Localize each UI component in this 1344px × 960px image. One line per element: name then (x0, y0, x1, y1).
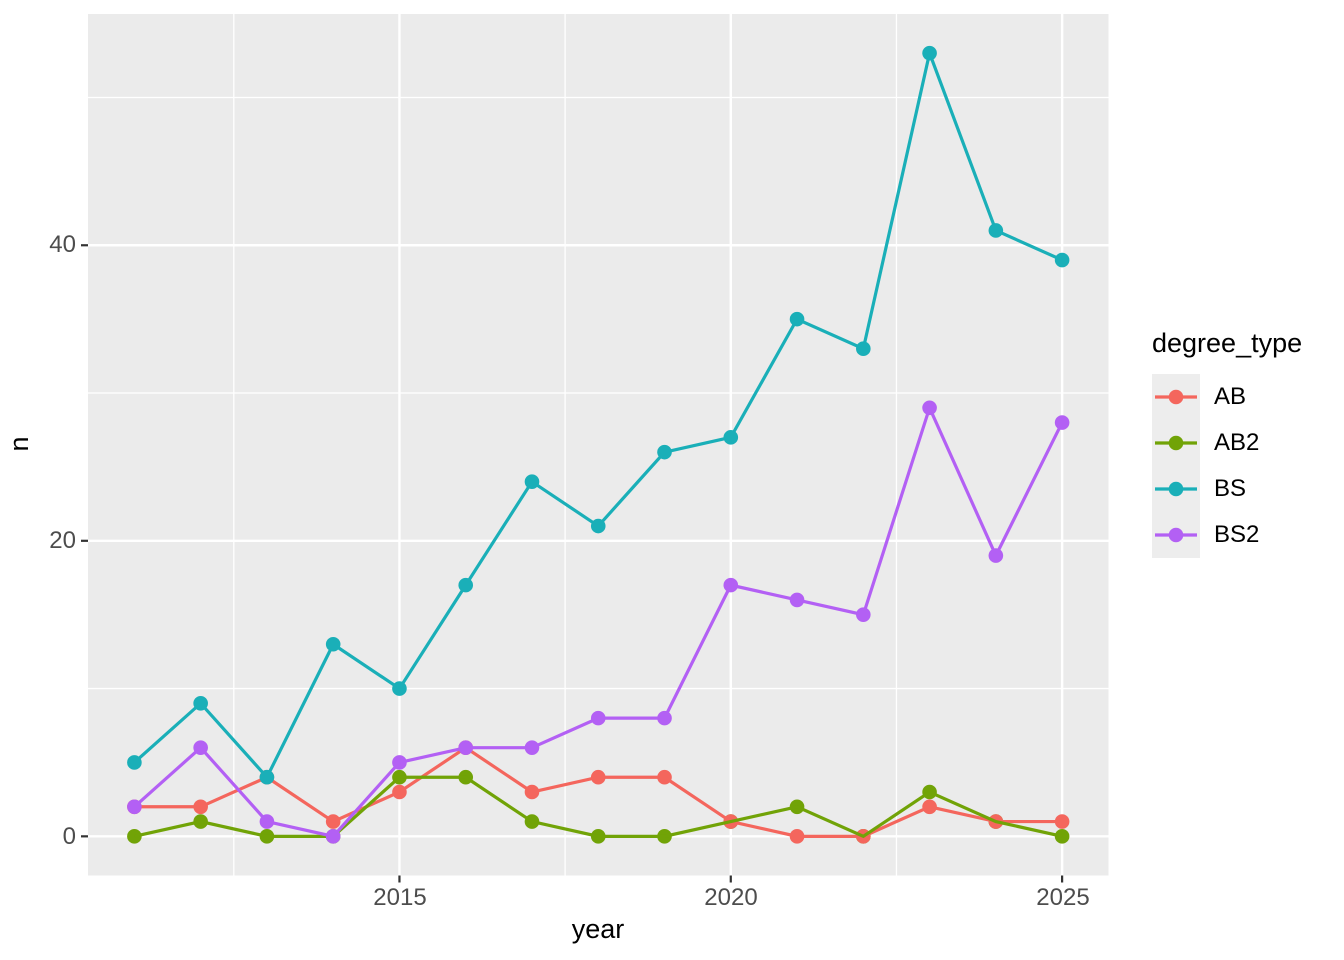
series-line-ab2 (134, 775, 1063, 839)
data-point-bs (988, 223, 1004, 238)
legend-item-ab2: AB2 (1152, 420, 1302, 466)
data-point-bs2 (922, 400, 937, 416)
data-point-bs2 (1054, 415, 1070, 430)
data-point-bs2 (127, 799, 142, 815)
legend-item-bs2: BS2 (1152, 512, 1302, 558)
legend-label-bs: BS (1214, 475, 1247, 502)
legend-key-bs2-icon (1152, 512, 1200, 558)
data-point-bs2 (392, 755, 407, 770)
data-point-bs (789, 311, 805, 327)
data-point-bs (193, 696, 208, 711)
data-point-ab (524, 784, 540, 800)
legend-key-dot (1168, 481, 1184, 497)
data-point-bs (524, 474, 540, 489)
legend-key-dot (1168, 527, 1184, 543)
data-point-ab (590, 769, 606, 785)
data-point-bs2 (590, 710, 606, 726)
data-point-bs (259, 769, 275, 785)
data-point-ab (1054, 814, 1070, 829)
data-point-bs2 (789, 592, 805, 608)
legend-item-bs: BS (1152, 466, 1302, 512)
data-point-ab (392, 784, 407, 800)
legend-label-bs2: BS2 (1214, 521, 1260, 548)
y-tick-label-0: 0 (62, 823, 76, 850)
panel-background (88, 14, 1109, 876)
legend-key-dot (1168, 435, 1184, 451)
data-point-bs (590, 518, 606, 534)
legend: degree_type AB AB2 BS BS2 (1152, 330, 1302, 558)
x-axis-title: year (571, 914, 625, 944)
data-point-bs (856, 341, 871, 356)
data-point-bs2 (259, 814, 275, 829)
data-point-bs (657, 444, 672, 460)
data-point-bs2 (723, 577, 739, 593)
data-point-bs (325, 636, 341, 652)
y-axis-title: n (4, 436, 35, 452)
data-point-bs2 (458, 740, 474, 755)
y-tick-label-20: 20 (49, 527, 76, 554)
data-point-bs2 (325, 829, 341, 844)
legend-title: degree_type (1152, 328, 1303, 358)
data-point-ab (657, 769, 672, 785)
data-point-ab (193, 799, 208, 815)
data-point-bs (922, 45, 937, 61)
legend-label-ab: AB (1214, 383, 1247, 410)
data-point-bs2 (193, 740, 208, 755)
legend-key-dot (1168, 389, 1184, 405)
x-tick-label-2025: 2025 (1036, 884, 1090, 911)
data-point-bs2 (856, 607, 871, 622)
data-point-bs2 (657, 710, 672, 726)
data-point-ab (922, 799, 937, 815)
data-point-bs2 (524, 740, 540, 755)
x-tick-label-2015: 2015 (373, 884, 427, 911)
data-point-bs (723, 430, 739, 445)
legend-key-ab2-icon (1152, 420, 1200, 466)
x-tick-label-2020: 2020 (704, 884, 758, 911)
data-point-ab (789, 829, 805, 844)
legend-label-ab2: AB2 (1214, 429, 1260, 456)
legend-item-ab: AB (1152, 374, 1302, 420)
data-point-bs (458, 577, 474, 593)
data-point-bs (127, 755, 142, 770)
y-tick-label-40: 40 (49, 231, 76, 258)
data-point-bs2 (988, 548, 1004, 563)
data-point-bs (1054, 252, 1070, 268)
data-point-bs (392, 681, 407, 696)
legend-key-bs-icon (1152, 466, 1200, 512)
legend-key-ab-icon (1152, 374, 1200, 420)
data-point-ab (325, 814, 341, 829)
